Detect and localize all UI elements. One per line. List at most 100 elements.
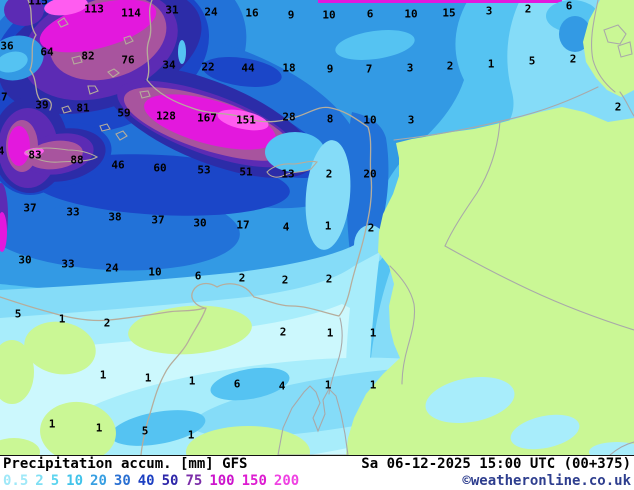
precip-value-label: 1	[99, 368, 107, 382]
legend-value: 200	[273, 473, 300, 489]
precip-value-label: 20	[363, 167, 377, 181]
product-label: Precipitation accum. [mm] GFS	[3, 456, 248, 472]
precip-value-label: 82	[81, 49, 95, 63]
precip-value-label: 7	[365, 62, 373, 76]
precip-value-label: 51	[239, 165, 253, 179]
precip-value-label: 16	[245, 6, 259, 20]
precip-value-label: 115	[28, 0, 48, 8]
legend-value: 20	[90, 473, 107, 489]
precip-value-label: 2	[279, 325, 287, 339]
precip-value-label: 4	[278, 379, 286, 393]
precip-value-label: 1	[188, 374, 196, 388]
precip-value-label: 30	[193, 216, 207, 230]
precip-value-label: 114	[121, 6, 141, 20]
precip-value-label: 46	[111, 158, 125, 172]
precip-value-label: 2	[614, 100, 622, 114]
precip-value-label: 151	[236, 113, 256, 127]
footer: Precipitation accum. [mm] GFS Sa 06-12-2…	[0, 455, 634, 490]
precip-value-label: 5	[14, 307, 22, 321]
map-canvas	[0, 0, 634, 455]
precip-value-label: 9	[287, 8, 295, 22]
coastlines	[0, 0, 373, 455]
precip-value-label: 4	[282, 220, 290, 234]
precip-value-label: 31	[165, 3, 179, 17]
precip-value-label: 1	[487, 57, 495, 71]
precip-value-label: 22	[201, 60, 215, 74]
precip-value-label: 1	[48, 417, 56, 431]
precip-value-label: 15	[442, 6, 456, 20]
precip-value-label: 1	[326, 326, 334, 340]
precip-value-label: 1	[95, 421, 103, 435]
precip-value-label: 37	[23, 201, 37, 215]
precip-value-label: 1	[144, 371, 152, 385]
precip-value-label: 1	[369, 378, 377, 392]
precip-value-label: 33	[61, 257, 75, 271]
red-sea-gulfs	[277, 385, 349, 455]
precip-value-label: 37	[151, 213, 165, 227]
precip-value-label: 1	[324, 378, 332, 392]
precip-value-label: 2	[103, 316, 111, 330]
legend-scale: 0.5 2 5 10 20 30 40 50 75 100 150 200	[3, 473, 306, 490]
legend-value: 2	[35, 473, 44, 489]
precip-value-label: 24	[105, 261, 119, 275]
precip-value-label: 113	[84, 2, 104, 16]
copyright-label: ©weatheronline.co.uk	[462, 473, 631, 489]
precip-value-label: 10	[322, 8, 336, 22]
precip-value-label: 2	[367, 221, 375, 235]
precip-value-label: 2	[281, 273, 289, 287]
country-borders	[328, 0, 634, 455]
legend-value: 75	[185, 473, 203, 489]
precip-value-label: 44	[241, 61, 255, 75]
precip-value-label: 24	[204, 5, 218, 19]
legend-value: 5	[50, 473, 60, 489]
precip-value-label: 2	[238, 271, 246, 285]
precip-value-label: 2	[569, 52, 577, 66]
precip-value-label: 88	[70, 153, 84, 167]
precip-value-label: 1	[187, 428, 195, 442]
precip-value-label: 1	[58, 312, 66, 326]
precip-value-label: 167	[197, 111, 217, 125]
precip-value-label: 30	[18, 253, 32, 267]
precip-value-label: 2	[446, 59, 454, 73]
precip-value-label: 5	[528, 54, 536, 68]
precip-value-label: 27	[0, 90, 8, 104]
precip-value-label: 1	[369, 326, 377, 340]
legend-value: 40	[137, 473, 155, 489]
precip-value-label: 2	[325, 272, 333, 286]
precip-value-label: 38	[108, 210, 122, 224]
precip-value-label: 2	[524, 2, 532, 16]
precip-value-label: 3	[485, 4, 493, 18]
precip-value-label: 34	[162, 58, 176, 72]
precip-value-label: 3	[406, 61, 414, 75]
precip-value-label: 3	[407, 113, 415, 127]
legend-value: 50	[161, 473, 179, 489]
precip-value-label: 5	[141, 424, 149, 438]
precip-value-label: 6	[194, 269, 202, 283]
precip-value-label: 9	[326, 62, 334, 76]
precip-value-label: 33	[66, 205, 80, 219]
legend-value: 150	[241, 473, 267, 489]
precip-value-label: 81	[76, 101, 90, 115]
datetime-label: Sa 06-12-2025 15:00 UTC (00+375)	[361, 456, 631, 472]
precip-value-label: 18	[282, 61, 296, 75]
precip-value-label: 64	[40, 45, 54, 59]
precipitation-map: 115 113 114 31 24 16 9 10 6 10 15 3 2 6 36 64 82 76 34 22 44…	[0, 0, 634, 455]
precip-value-label: 13	[281, 167, 295, 181]
legend-value: 10	[66, 473, 84, 489]
precip-value-label: 128	[156, 109, 176, 123]
precip-value-label: 39	[35, 98, 49, 112]
precip-value-label: 6	[565, 0, 573, 13]
precip-value-label: 28	[282, 110, 296, 124]
dry-land	[0, 0, 634, 455]
precip-value-label: 10	[363, 113, 377, 127]
precip-value-label: 59	[117, 106, 131, 120]
legend-value: 0.5	[3, 473, 29, 489]
precip-value-label: 60	[153, 161, 167, 175]
footer-legend-row: 0.5 2 5 10 20 30 40 50 75 100 150 200 ©weatheronlin…	[0, 473, 634, 490]
precip-value-label: 2	[325, 167, 333, 181]
precip-value-label: 1	[324, 219, 332, 233]
footer-title-row: Precipitation accum. [mm] GFS Sa 06-12-2…	[0, 456, 634, 473]
precip-value-label: 76	[121, 53, 135, 67]
precip-value-label: 6	[366, 7, 374, 21]
